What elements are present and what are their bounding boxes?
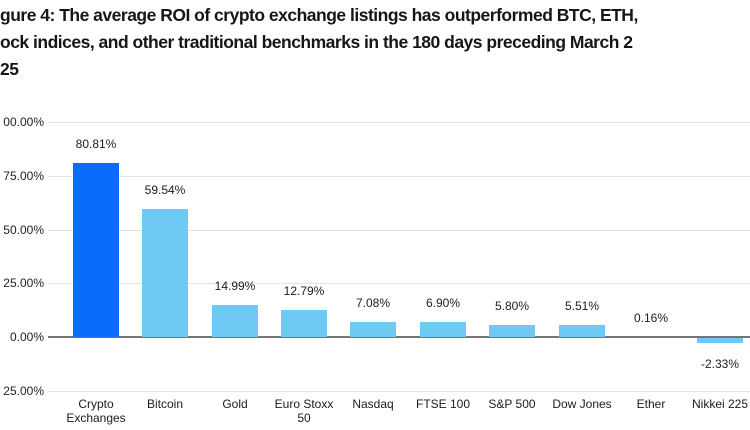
chart-title-line-2: ock indices, and other traditional bench… <box>0 32 633 52</box>
chart-title-line-1: gure 4: The average ROI of crypto exchan… <box>0 5 638 25</box>
bar-nasdaq <box>350 322 396 337</box>
category-label: FTSE 100 <box>415 397 471 411</box>
x-axis-baseline <box>48 336 750 338</box>
y-axis-tick-label: 00.00% <box>3 115 44 129</box>
bar-value-label: 7.08% <box>355 296 391 310</box>
y-axis-tick-label: 25.00% <box>3 384 44 398</box>
y-axis-tick-label: 25.00% <box>3 276 44 290</box>
category-label: Bitcoin <box>146 397 184 411</box>
gridline <box>48 122 750 123</box>
bar-value-label: 0.16% <box>633 311 669 325</box>
bar-value-label: 14.99% <box>214 279 256 293</box>
bar-value-label: 12.79% <box>283 284 325 298</box>
bar-gold <box>212 305 258 337</box>
category-label: Euro Stoxx 50 <box>274 397 334 425</box>
bar-bitcoin <box>142 209 188 337</box>
gridline <box>48 283 750 284</box>
bar-value-label: 80.81% <box>75 137 117 151</box>
category-label: S&P 500 <box>488 397 536 411</box>
gridline <box>48 230 750 231</box>
gridline <box>48 176 750 177</box>
category-label: Gold <box>222 397 248 411</box>
gridline <box>48 391 750 392</box>
bar-value-label: 5.51% <box>564 299 600 313</box>
category-label: Dow Jones <box>552 397 612 411</box>
bar-s-p-500 <box>489 325 535 337</box>
chart-title-line-3: 25 <box>0 59 19 79</box>
category-label: Ether <box>636 397 666 411</box>
bar-value-label: 59.54% <box>144 183 186 197</box>
bar-value-label: -2.33% <box>700 357 740 371</box>
y-axis-tick-label: 50.00% <box>3 223 44 237</box>
bar-dow-jones <box>559 325 605 337</box>
y-axis-tick-label: 0.00% <box>9 330 44 344</box>
y-axis-tick-label: 75.00% <box>3 169 44 183</box>
bar-ftse-100 <box>420 322 466 337</box>
category-label: Nikkei 225 <box>691 397 749 411</box>
bar-value-label: 6.90% <box>425 296 461 310</box>
bar-euro-stoxx-50 <box>281 310 327 337</box>
bar-nikkei-225 <box>697 338 743 343</box>
category-label: Nasdaq <box>352 397 394 411</box>
bar-value-label: 5.80% <box>494 299 530 313</box>
bar-crypto-exchanges <box>73 163 119 337</box>
category-label: Crypto Exchanges <box>66 397 126 425</box>
